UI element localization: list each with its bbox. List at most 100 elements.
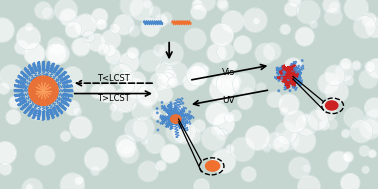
Circle shape (211, 149, 235, 173)
Circle shape (184, 28, 206, 50)
Circle shape (344, 76, 354, 85)
Circle shape (113, 88, 137, 112)
Circle shape (201, 66, 209, 74)
Circle shape (263, 144, 271, 152)
Circle shape (42, 83, 44, 84)
Circle shape (48, 102, 50, 104)
Circle shape (201, 126, 226, 150)
Circle shape (289, 90, 291, 91)
Circle shape (157, 121, 158, 122)
Circle shape (119, 53, 139, 72)
Circle shape (296, 114, 318, 136)
Circle shape (161, 69, 177, 84)
Circle shape (328, 96, 336, 104)
Circle shape (319, 121, 329, 130)
Circle shape (302, 164, 311, 173)
Circle shape (110, 61, 121, 73)
Circle shape (335, 63, 353, 82)
Circle shape (53, 107, 55, 108)
Circle shape (189, 116, 191, 117)
Circle shape (31, 106, 45, 120)
Circle shape (344, 107, 364, 128)
Circle shape (51, 98, 52, 99)
Circle shape (329, 2, 341, 14)
Circle shape (88, 34, 105, 51)
Circle shape (176, 110, 178, 112)
Circle shape (318, 73, 339, 94)
Circle shape (45, 84, 47, 86)
Circle shape (57, 79, 59, 81)
Circle shape (192, 65, 203, 77)
Circle shape (70, 116, 92, 139)
Circle shape (212, 125, 221, 135)
Circle shape (119, 71, 133, 84)
Circle shape (298, 65, 299, 67)
Circle shape (232, 73, 256, 96)
Circle shape (61, 95, 63, 96)
Circle shape (155, 14, 167, 27)
Circle shape (60, 9, 77, 26)
Circle shape (273, 136, 290, 152)
Circle shape (42, 96, 44, 98)
Circle shape (228, 61, 237, 70)
Circle shape (214, 114, 234, 134)
Circle shape (141, 18, 160, 36)
Circle shape (0, 18, 14, 42)
Circle shape (194, 179, 209, 189)
Circle shape (127, 47, 139, 59)
Circle shape (36, 106, 37, 107)
Circle shape (37, 91, 38, 93)
Circle shape (65, 21, 82, 38)
Circle shape (299, 84, 301, 86)
Circle shape (181, 126, 182, 127)
Circle shape (296, 71, 297, 73)
Circle shape (302, 65, 304, 67)
Circle shape (9, 96, 21, 108)
Circle shape (144, 100, 152, 108)
Circle shape (26, 184, 33, 189)
Circle shape (216, 129, 228, 140)
Circle shape (328, 151, 349, 172)
Circle shape (245, 126, 270, 150)
Circle shape (296, 0, 320, 24)
Circle shape (284, 110, 307, 133)
Circle shape (166, 119, 191, 144)
Circle shape (367, 59, 378, 78)
Circle shape (217, 43, 234, 60)
Circle shape (267, 132, 284, 149)
Circle shape (173, 120, 196, 144)
Circle shape (44, 70, 45, 71)
Circle shape (0, 65, 23, 89)
Circle shape (73, 107, 82, 116)
Circle shape (192, 0, 203, 9)
Circle shape (157, 129, 159, 131)
Circle shape (243, 8, 267, 32)
Circle shape (253, 18, 260, 25)
Circle shape (162, 122, 164, 123)
Circle shape (342, 129, 350, 138)
Circle shape (29, 85, 31, 86)
Circle shape (182, 102, 184, 104)
Circle shape (150, 72, 169, 91)
Circle shape (170, 102, 172, 104)
Circle shape (24, 44, 45, 64)
Circle shape (191, 4, 206, 19)
Circle shape (350, 120, 373, 143)
Circle shape (226, 76, 239, 88)
Circle shape (152, 110, 161, 119)
Circle shape (216, 72, 240, 96)
Circle shape (238, 94, 253, 109)
Circle shape (141, 138, 148, 145)
Circle shape (279, 94, 299, 114)
Circle shape (207, 44, 226, 63)
Circle shape (303, 114, 310, 121)
Circle shape (33, 100, 34, 101)
Circle shape (121, 79, 135, 93)
Circle shape (363, 13, 377, 28)
Circle shape (324, 8, 342, 26)
Circle shape (167, 117, 179, 129)
Circle shape (128, 25, 140, 37)
Circle shape (39, 71, 40, 73)
Circle shape (52, 90, 54, 91)
Circle shape (144, 1, 151, 8)
